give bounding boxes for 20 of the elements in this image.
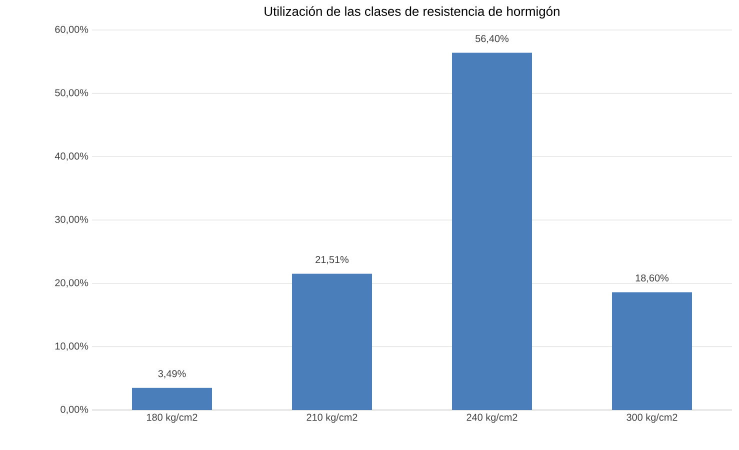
y-tick-label: 0,00% [60, 406, 88, 414]
bar [292, 274, 372, 410]
x-tick-label: 210 kg/cm2 [306, 414, 358, 423]
y-tick-label: 50,00% [55, 89, 88, 98]
data-label: 3,49% [158, 370, 186, 378]
y-tick-label: 60,00% [55, 26, 88, 34]
chart-title: Utilización de las clases de resistencia de hormigón [264, 6, 560, 19]
y-tick-label: 30,00% [55, 216, 88, 224]
bar [132, 388, 212, 410]
bar [452, 52, 532, 410]
data-label: 21,51% [316, 256, 349, 264]
x-tick-label: 240 kg/cm2 [466, 414, 518, 423]
y-tick-label: 20,00% [55, 279, 88, 288]
data-label: 18,60% [636, 274, 669, 283]
x-tick-label: 300 kg/cm2 [626, 414, 678, 423]
y-tick-label: 10,00% [55, 342, 88, 351]
data-label: 56,40% [476, 35, 509, 44]
y-tick-label: 40,00% [54, 152, 88, 161]
x-tick-label: 180 kg/cm2 [147, 414, 198, 423]
bar [612, 292, 692, 410]
